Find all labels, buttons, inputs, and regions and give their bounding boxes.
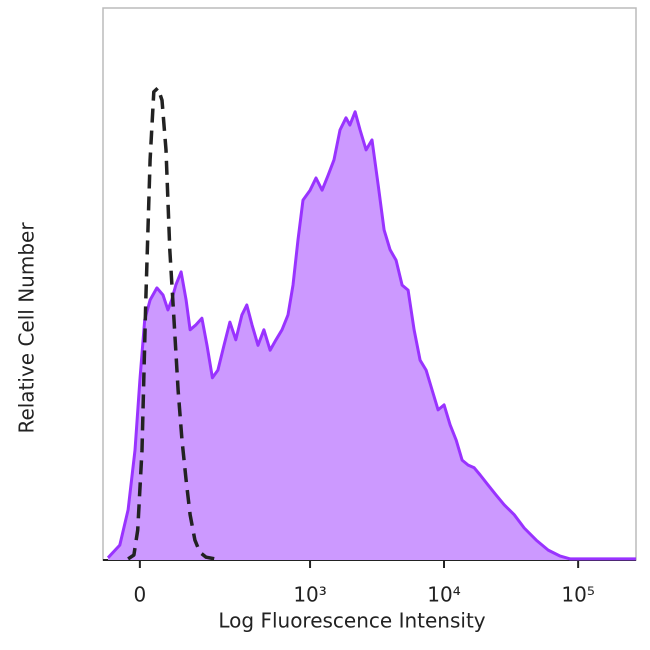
x-tick-label: 10⁵	[561, 583, 594, 607]
y-axis-label: Relative Cell Number	[15, 222, 39, 434]
x-axis-label: Log Fluorescence Intensity	[218, 609, 485, 633]
x-tick-label: 0	[133, 583, 146, 607]
x-tick-label: 10⁴	[427, 583, 460, 607]
x-tick-label: 10³	[293, 583, 326, 607]
histogram-line	[127, 86, 216, 561]
histogram-line	[106, 110, 636, 561]
area-fill	[108, 111, 636, 561]
